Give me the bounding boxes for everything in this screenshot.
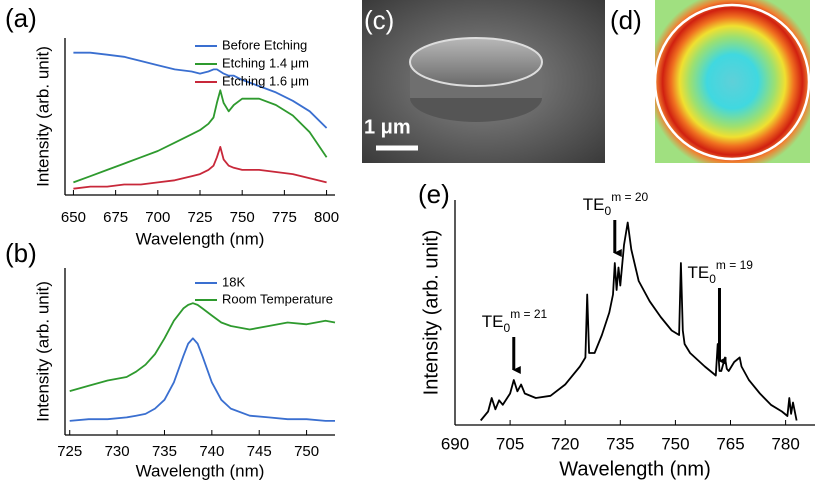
x-tick-label: 745 xyxy=(247,443,272,460)
panel-label: (b) xyxy=(5,238,37,268)
figure: (c) 1 μm (d) (a) 650 675 700 725 750 775 800 Wav… xyxy=(0,0,817,486)
y-axis-label: Intensity (arb. unit) xyxy=(33,281,52,422)
y-axis-label: Intensity (arb. unit) xyxy=(33,46,52,187)
x-tick-label: 765 xyxy=(716,434,744,453)
scale-bar-label: 1 μm xyxy=(364,116,411,138)
panel-label: (d) xyxy=(610,5,642,35)
annotation-base: TE xyxy=(687,263,709,282)
x-axis-label: Wavelength (nm) xyxy=(136,461,265,480)
x-tick-label: 650 xyxy=(61,209,86,226)
x-axis-label: Wavelength (nm) xyxy=(559,458,711,480)
x-tick-label: 735 xyxy=(606,434,634,453)
data-line xyxy=(73,90,326,182)
annotation: TE0m = 21 xyxy=(482,307,548,335)
x-tick-label: 750 xyxy=(661,434,689,453)
x-tick-label: 750 xyxy=(230,209,255,226)
data-line xyxy=(70,303,335,391)
annotation-base: TE xyxy=(583,195,605,214)
x-tick-label: 690 xyxy=(441,434,469,453)
annotation-sup: m = 19 xyxy=(716,258,753,272)
annotation: TE0m = 20 xyxy=(583,190,649,218)
x-tick-label: 700 xyxy=(145,209,170,226)
mode-image xyxy=(655,0,810,163)
legend-label: Room Temperature xyxy=(222,291,333,306)
x-tick-label: 725 xyxy=(57,443,82,460)
y-axis-label: Intensity (arb. unit) xyxy=(420,230,442,396)
annotation-sub: 0 xyxy=(504,321,511,335)
x-tick-label: 750 xyxy=(294,443,319,460)
sem-image xyxy=(362,0,605,163)
x-tick-label: 705 xyxy=(496,434,524,453)
annotation-sub: 0 xyxy=(709,272,716,286)
legend-label: Etching 1.4 μm xyxy=(222,55,309,70)
annotation-sup: m = 21 xyxy=(510,307,547,321)
x-tick-label: 775 xyxy=(272,209,297,226)
x-tick-label: 800 xyxy=(314,209,339,226)
legend-label: 18K xyxy=(222,274,245,289)
legend-label: Before Etching xyxy=(222,37,307,52)
x-tick-label: 740 xyxy=(199,443,224,460)
annotation: TE0m = 19 xyxy=(687,258,753,286)
x-tick-label: 780 xyxy=(771,434,799,453)
panel-label: (a) xyxy=(5,3,37,33)
x-tick-label: 735 xyxy=(152,443,177,460)
panel-label: (e) xyxy=(418,179,450,209)
x-tick-label: 725 xyxy=(187,209,212,226)
x-tick-label: 675 xyxy=(103,209,128,226)
annotation-sub: 0 xyxy=(605,204,612,218)
panel-label: (c) xyxy=(364,5,394,35)
x-axis-label: Wavelength (nm) xyxy=(136,229,265,248)
x-tick-label: 730 xyxy=(105,443,130,460)
annotation-sup: m = 20 xyxy=(611,190,648,204)
legend-label: Etching 1.6 μm xyxy=(222,73,309,88)
annotation-base: TE xyxy=(482,312,504,331)
data-line xyxy=(481,223,797,421)
x-tick-label: 720 xyxy=(551,434,579,453)
